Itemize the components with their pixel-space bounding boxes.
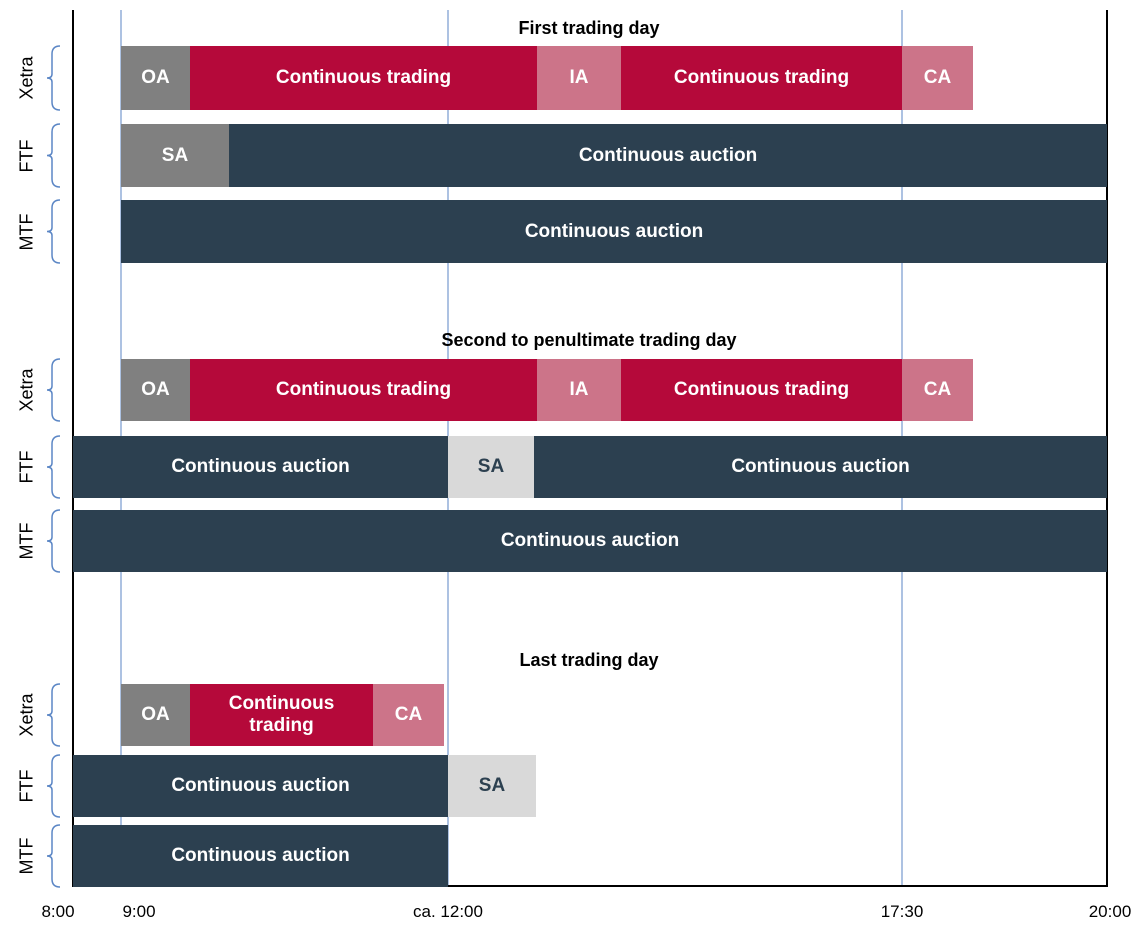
segment: Continuous auction	[73, 510, 1107, 572]
segment: Continuous trading	[190, 46, 537, 110]
segment: SA	[448, 436, 534, 498]
segment: Continuous auction	[73, 825, 448, 887]
bracket	[46, 754, 61, 818]
bracket	[46, 435, 61, 499]
section-title: First trading day	[518, 18, 660, 38]
bracket	[46, 45, 61, 111]
segment: Continuous auction	[534, 436, 1107, 498]
segment: Continuous trading	[190, 684, 373, 746]
segment: OA	[121, 359, 190, 421]
axis-label: 20:00	[1088, 902, 1132, 921]
bracket	[46, 199, 61, 264]
row-label: FTF	[16, 450, 37, 484]
segment: CA	[373, 684, 444, 746]
bracket	[46, 683, 61, 747]
bracket	[46, 358, 61, 422]
segment: CA	[902, 359, 973, 421]
bracket	[46, 509, 61, 573]
segment: CA	[902, 46, 973, 110]
row-label: Xetra	[16, 56, 37, 100]
segment: Continuous auction	[229, 124, 1107, 187]
section-title: Last trading day	[519, 650, 659, 670]
row-label: MTF	[16, 837, 37, 875]
segment: IA	[537, 359, 621, 421]
segment: Continuous auction	[73, 755, 448, 817]
bracket	[46, 123, 61, 188]
segment: Continuous auction	[121, 200, 1107, 263]
segment: Continuous trading	[621, 46, 902, 110]
segment: SA	[121, 124, 229, 187]
segment: Continuous auction	[73, 436, 448, 498]
row-label: FTF	[16, 139, 37, 172]
row-label: MTF	[16, 522, 37, 560]
segment: Continuous trading	[621, 359, 902, 421]
segment: OA	[121, 46, 190, 110]
axis-label: 8:00	[41, 902, 75, 921]
axis-label: 17:30	[880, 902, 924, 921]
axis-label: ca. 12:00	[413, 902, 483, 921]
segment: IA	[537, 46, 621, 110]
bracket	[46, 824, 61, 888]
row-label: FTF	[16, 769, 37, 803]
segment: SA	[448, 755, 536, 817]
row-label: Xetra	[16, 693, 37, 737]
section-title: Second to penultimate trading day	[441, 330, 737, 350]
segment: OA	[121, 684, 190, 746]
axis-label: 9:00	[122, 902, 156, 921]
segment: Continuous trading	[190, 359, 537, 421]
row-label: Xetra	[16, 368, 37, 412]
row-label: MTF	[16, 213, 37, 250]
